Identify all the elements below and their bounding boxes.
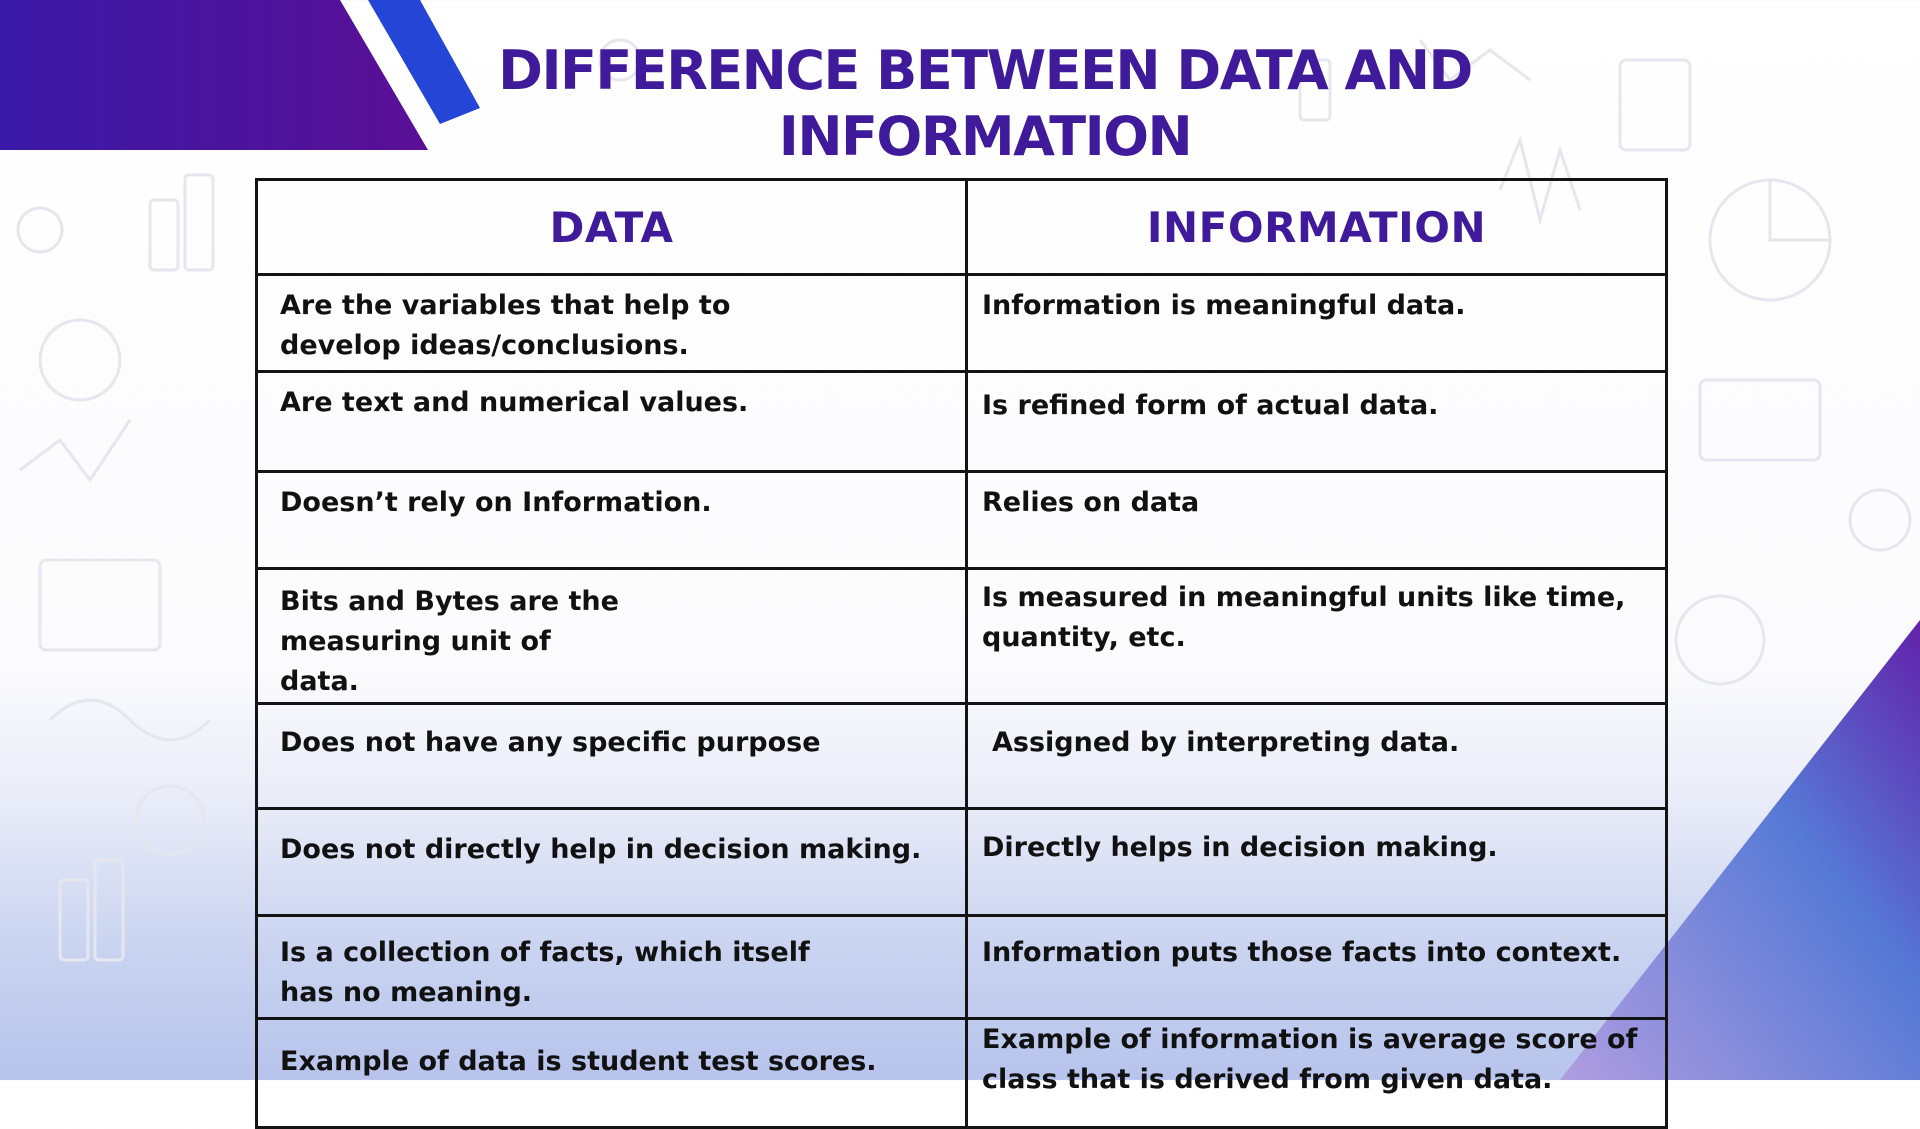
- information-cell: Directly helps in decision making.: [965, 807, 1668, 917]
- information-column-header: INFORMATION: [965, 178, 1668, 276]
- data-cell: Are the variables that help to develop i…: [255, 273, 968, 373]
- information-cell: Is measured in meaningful units like tim…: [965, 567, 1668, 705]
- information-cell: Information puts those facts into contex…: [965, 914, 1668, 1020]
- data-cell: Is a collection of facts, which itself h…: [255, 914, 968, 1020]
- data-cell: Bits and Bytes are the measuring unit of…: [255, 567, 968, 705]
- page-title: DIFFERENCE BETWEEN DATA AND INFORMATION: [498, 39, 1473, 168]
- table-row: Example of data is student test scores. …: [255, 1017, 1668, 1129]
- table-row: Are text and numerical values. Is refine…: [255, 370, 1668, 473]
- table-row: Is a collection of facts, which itself h…: [255, 914, 1668, 1020]
- data-cell: Example of data is student test scores.: [255, 1017, 968, 1129]
- top-left-decorative-banner: [0, 0, 480, 150]
- data-column-header: DATA: [255, 178, 968, 276]
- comparison-table: DATA INFORMATION Are the variables that …: [255, 178, 1668, 1129]
- data-cell: Doesn’t rely on Information.: [255, 470, 968, 570]
- table-header-row: DATA INFORMATION: [255, 178, 1668, 276]
- information-cell: Example of information is average score …: [965, 1017, 1668, 1129]
- information-cell: Is refined form of actual data.: [965, 370, 1668, 473]
- data-cell: Does not have any specific purpose: [255, 702, 968, 810]
- table-row: Does not directly help in decision makin…: [255, 807, 1668, 917]
- information-cell: Relies on data: [965, 470, 1668, 570]
- data-cell: Are text and numerical values.: [255, 370, 968, 473]
- information-cell: Assigned by interpreting data.: [965, 702, 1668, 810]
- background-doodle-pattern: [16, 38, 1912, 962]
- table-row: Does not have any specific purpose Assig…: [255, 702, 1668, 810]
- table-row: Are the variables that help to develop i…: [255, 273, 1668, 373]
- data-cell: Does not directly help in decision makin…: [255, 807, 968, 917]
- table-row: Doesn’t rely on Information. Relies on d…: [255, 470, 1668, 570]
- information-cell: Information is meaningful data.: [965, 273, 1668, 373]
- table-row: Bits and Bytes are the measuring unit of…: [255, 567, 1668, 705]
